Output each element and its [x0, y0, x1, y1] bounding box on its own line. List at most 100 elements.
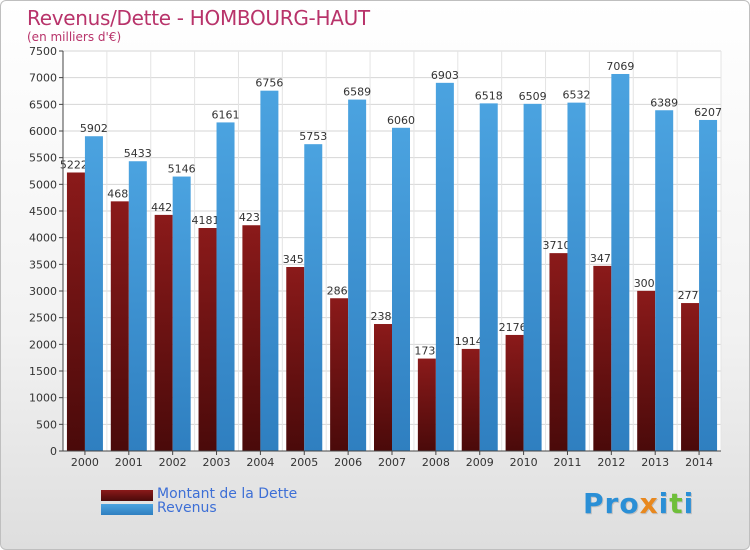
- data-label-debt-2007: 238: [371, 310, 392, 323]
- bar-debt-2008: [417, 358, 436, 451]
- legend-swatch-revenue: [101, 504, 153, 515]
- bar-debt-2003: [198, 228, 217, 451]
- x-tick-label-2012: 2012: [597, 456, 625, 469]
- legend-label-revenue: Revenus: [157, 500, 217, 516]
- bar-revenue-2002: [172, 176, 191, 451]
- y-tick-label-1000: 1000: [29, 392, 57, 405]
- x-tick-label-2014: 2014: [685, 456, 713, 469]
- logo-letter: t: [669, 487, 684, 520]
- bar-revenue-2010: [523, 103, 542, 451]
- bar-revenue-2004: [260, 90, 279, 452]
- data-label-revenue-2013: 6389: [650, 96, 678, 109]
- logo-letter: i: [683, 487, 695, 520]
- proxiti-logo: Proxiti: [583, 487, 694, 520]
- x-tick-label-2005: 2005: [290, 456, 318, 469]
- bar-debt-2007: [374, 324, 392, 451]
- data-label-revenue-2001: 5433: [124, 147, 152, 160]
- bar-revenue-2013: [655, 110, 674, 452]
- y-tick-label-2000: 2000: [29, 338, 57, 351]
- y-tick-label-0: 0: [50, 445, 57, 458]
- data-label-debt-2000: 5222: [60, 158, 88, 171]
- y-tick-label-4000: 4000: [29, 232, 57, 245]
- y-tick-label-500: 500: [36, 418, 57, 431]
- bar-revenue-2001: [128, 161, 147, 452]
- bar-debt-2011: [549, 253, 568, 451]
- y-tick-label-6500: 6500: [29, 98, 57, 111]
- data-label-debt-2004: 423: [239, 211, 260, 224]
- bar-revenue-2008: [435, 82, 454, 451]
- y-tick-label-1500: 1500: [29, 365, 57, 378]
- data-label-debt-2005: 345: [283, 253, 304, 266]
- bar-debt-2004: [242, 225, 261, 451]
- bar-revenue-2007: [392, 127, 410, 452]
- y-tick-label-7500: 7500: [29, 45, 57, 58]
- data-label-revenue-2011: 6532: [562, 89, 590, 102]
- y-tick-label-7000: 7000: [29, 72, 57, 85]
- data-label-revenue-2010: 6509: [519, 90, 547, 103]
- bar-debt-2009: [461, 348, 480, 451]
- x-tick-label-2008: 2008: [422, 456, 450, 469]
- bar-debt-2014: [681, 303, 700, 451]
- legend-swatch-debt: [101, 490, 153, 501]
- bar-debt-2013: [637, 290, 656, 451]
- data-label-debt-2011: 3710: [542, 239, 570, 252]
- data-label-debt-2006: 286: [327, 284, 348, 297]
- x-tick-label-2010: 2010: [510, 456, 538, 469]
- data-label-revenue-2006: 6589: [343, 86, 371, 99]
- bar-revenue-2000: [84, 136, 103, 451]
- logo-letter: x: [639, 487, 659, 520]
- data-label-revenue-2004: 6756: [255, 77, 283, 90]
- logo-letter: o: [619, 487, 640, 520]
- x-tick-label-2011: 2011: [553, 456, 581, 469]
- x-tick-label-2006: 2006: [334, 456, 362, 469]
- data-label-revenue-2014: 6207: [694, 106, 722, 119]
- y-tick-label-5000: 5000: [29, 178, 57, 191]
- y-tick-label-4500: 4500: [29, 205, 57, 218]
- y-tick-label-2500: 2500: [29, 312, 57, 325]
- bar-debt-2005: [286, 267, 305, 451]
- data-label-revenue-2009: 6518: [475, 89, 503, 102]
- bar-debt-2002: [154, 214, 173, 451]
- data-label-debt-2012: 347: [590, 252, 611, 265]
- data-label-revenue-2008: 6903: [431, 69, 459, 82]
- y-tick-label-3000: 3000: [29, 285, 57, 298]
- data-label-revenue-2005: 5753: [299, 130, 327, 143]
- data-label-debt-2010: 2176: [499, 321, 527, 334]
- x-tick-label-2001: 2001: [115, 456, 143, 469]
- bar-revenue-2009: [479, 103, 498, 451]
- x-tick-label-2003: 2003: [203, 456, 231, 469]
- data-label-revenue-2003: 6161: [212, 108, 240, 121]
- logo-letter: r: [604, 487, 620, 520]
- bar-revenue-2005: [304, 144, 323, 451]
- data-label-revenue-2000: 5902: [80, 122, 108, 135]
- bar-revenue-2006: [348, 99, 367, 451]
- chart-subtitle: (en milliers d'€): [27, 30, 122, 44]
- logo-letter: i: [658, 487, 670, 520]
- legend-label-debt: Montant de la Dette: [157, 486, 298, 502]
- bar-revenue-2012: [611, 73, 630, 451]
- x-tick-label-2009: 2009: [466, 456, 494, 469]
- bar-debt-2006: [330, 298, 349, 451]
- x-tick-label-2004: 2004: [246, 456, 274, 469]
- bar-debt-2012: [593, 265, 612, 451]
- bar-debt-2001: [110, 201, 129, 451]
- data-label-debt-2002: 442: [151, 201, 172, 214]
- x-tick-label-2007: 2007: [378, 456, 406, 469]
- data-label-revenue-2002: 5146: [168, 163, 196, 176]
- y-tick-label-3500: 3500: [29, 258, 57, 271]
- bar-debt-2000: [66, 172, 85, 451]
- y-tick-label-6000: 6000: [29, 125, 57, 138]
- data-label-debt-2013: 300: [634, 277, 655, 290]
- data-label-debt-2001: 468: [107, 187, 128, 200]
- bar-revenue-2003: [216, 122, 235, 451]
- chart-title: Revenus/Dette - HOMBOURG-HAUT: [27, 6, 370, 30]
- data-label-debt-2014: 277: [678, 289, 699, 302]
- x-tick-label-2013: 2013: [641, 456, 669, 469]
- y-tick-label-5500: 5500: [29, 152, 57, 165]
- bar-debt-2010: [505, 334, 524, 451]
- x-tick-label-2000: 2000: [71, 456, 99, 469]
- data-label-revenue-2012: 7069: [606, 60, 634, 73]
- data-label-revenue-2007: 6060: [387, 114, 415, 127]
